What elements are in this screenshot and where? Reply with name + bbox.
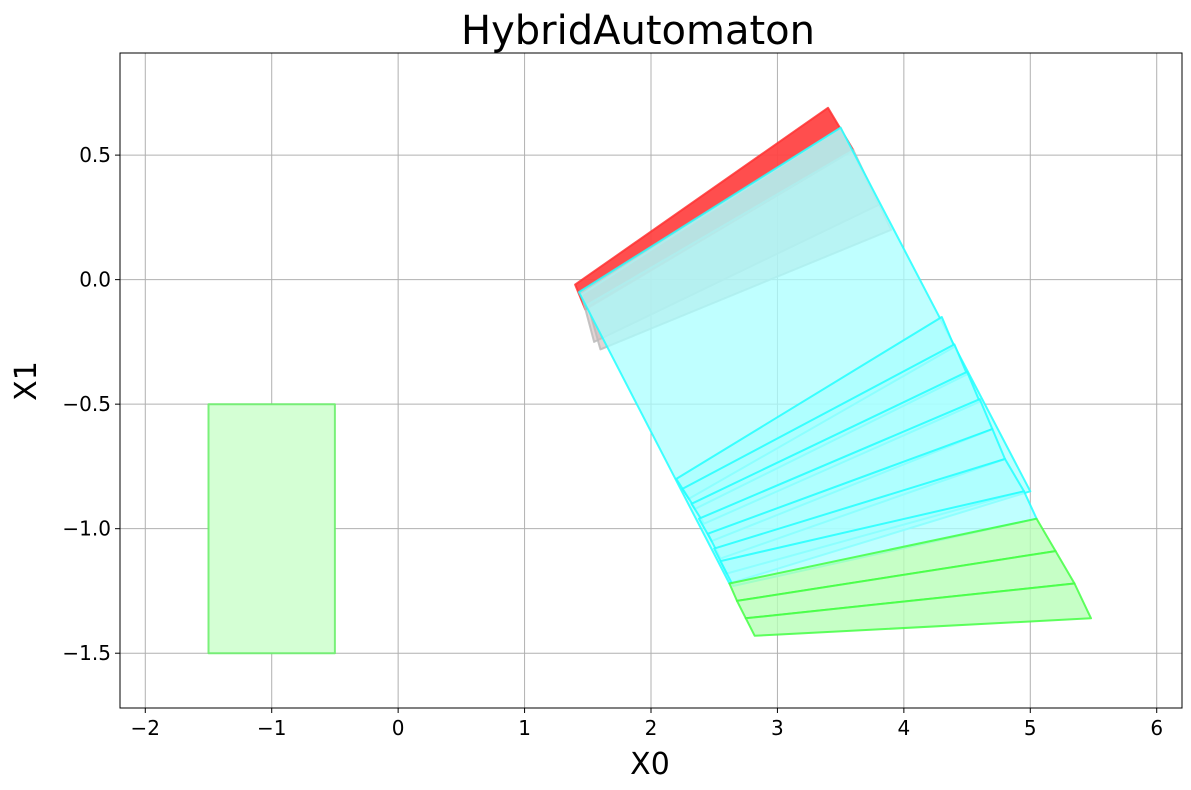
x-axis-label: X0 — [630, 747, 670, 782]
chart-title: HybridAutomaton — [461, 8, 815, 54]
x-tick-label: 5 — [1024, 716, 1037, 740]
green-reach-polygon — [744, 582, 1092, 637]
y-tick-label: −1.5 — [62, 641, 111, 665]
x-tick-label: 1 — [518, 716, 531, 740]
axis-ticks: −2 −1 0 1 2 3 4 5 6 0.5 0.0 −0.5 −1.0 −1.5 — [62, 143, 1163, 740]
x-tick-label: 6 — [1150, 716, 1163, 740]
y-axis-label: X1 — [9, 361, 44, 401]
y-tick-label: 0.5 — [79, 143, 111, 167]
x-tick-label: 0 — [392, 716, 405, 740]
green-reach-series — [728, 517, 1092, 637]
x-tick-label: −1 — [257, 716, 286, 740]
initial-set-polygon — [207, 403, 336, 655]
cyan-reach-series — [577, 126, 1038, 587]
y-tick-label: −1.0 — [62, 517, 111, 541]
plot-polygons — [207, 106, 1092, 655]
x-tick-label: 4 — [897, 716, 910, 740]
x-tick-label: −2 — [131, 716, 160, 740]
x-tick-label: 2 — [645, 716, 658, 740]
initial-set-series — [207, 403, 336, 655]
y-tick-label: 0.0 — [79, 268, 111, 292]
x-tick-label: 3 — [771, 716, 784, 740]
y-tick-label: −0.5 — [62, 392, 111, 416]
